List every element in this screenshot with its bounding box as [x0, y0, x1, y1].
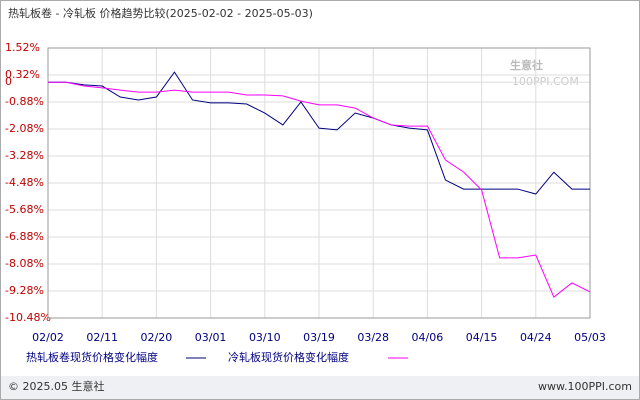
y-tick-label: -3.28% [5, 149, 44, 162]
x-tick-label: 02/20 [141, 331, 173, 344]
footer-right: www.100PPI.com [538, 380, 632, 393]
x-tick-label: 03/19 [303, 331, 335, 344]
y-tick-label: -10.48% [5, 311, 51, 324]
footer-band [1, 376, 639, 399]
watermark: 生意社 [510, 58, 543, 72]
x-tick-label: 04/15 [466, 331, 498, 344]
y-tick-label: -6.88% [5, 230, 44, 243]
legend-label: 冷轧板现货价格变化幅度 [228, 350, 349, 364]
y-tick-label: 0.32% [5, 68, 40, 81]
x-tick-label: 03/01 [195, 331, 227, 344]
y-tick-label: -4.48% [5, 176, 44, 189]
y-tick-label: -9.28% [5, 284, 44, 297]
x-tick-label: 02/02 [32, 331, 64, 344]
series-line [48, 81, 591, 298]
watermark: 100PPI.COM [512, 75, 579, 88]
x-tick-label: 04/24 [520, 331, 552, 344]
x-tick-label: 03/10 [249, 331, 281, 344]
y-tick-label: -0.88% [5, 95, 44, 108]
y-tick-label: -8.08% [5, 257, 44, 270]
series-line [48, 71, 590, 195]
plot-area [47, 47, 591, 319]
legend-label: 热轧板卷现货价格变化幅度 [26, 350, 158, 364]
y-tick-label: -5.68% [5, 203, 44, 216]
y-tick-label: -2.08% [5, 122, 44, 135]
x-tick-label: 05/03 [574, 331, 606, 344]
chart-title: 热轧板卷 - 冷轧板 价格趋势比较(2025-02-02 - 2025-05-0… [8, 6, 313, 20]
x-tick-label: 03/28 [357, 331, 389, 344]
x-tick-label: 04/06 [412, 331, 444, 344]
footer-left: © 2025.05 生意社 [8, 379, 104, 393]
x-tick-label: 02/11 [86, 331, 118, 344]
y-tick-label: 0 [5, 75, 12, 88]
y-tick-label: 1.52% [5, 41, 40, 54]
